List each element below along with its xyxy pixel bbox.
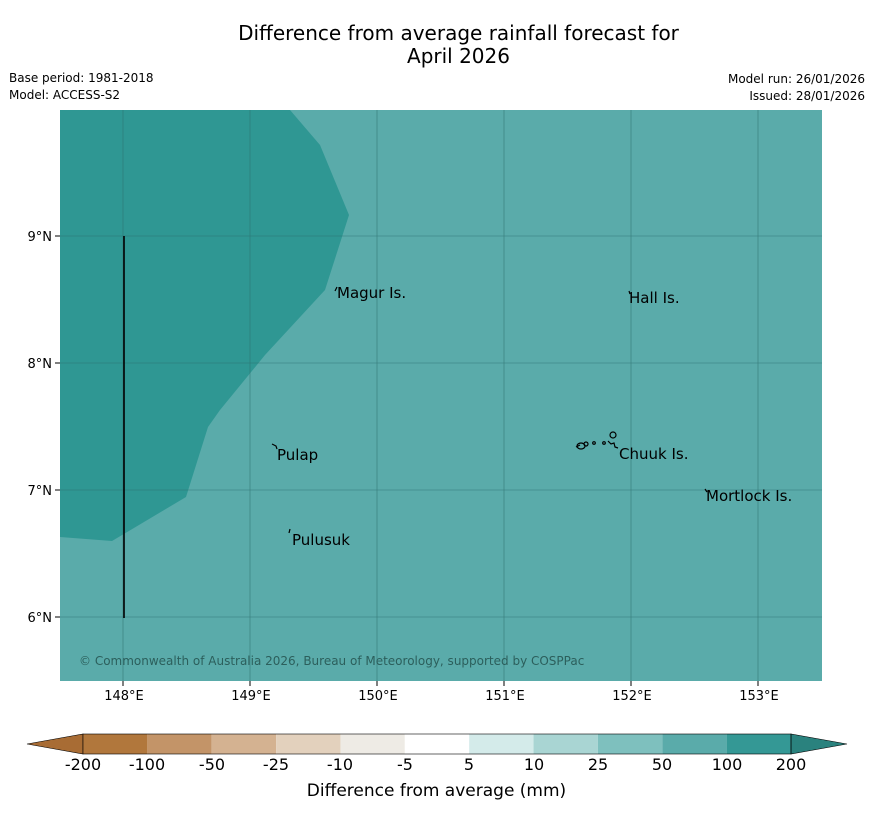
- lat-tick-label: 9°N: [28, 230, 53, 245]
- chart-title: Difference from average rainfall forecas…: [0, 22, 873, 68]
- island-mortlock: [704, 488, 708, 493]
- place-label-pulusuk: Pulusuk: [292, 531, 350, 549]
- issued-date: Issued: 28/01/2026: [749, 89, 865, 103]
- island-outlines: [271, 286, 708, 534]
- colorbar-segment: [340, 734, 405, 754]
- lat-tick-label: 7°N: [28, 484, 53, 499]
- lon-tick-label: 148°E: [104, 689, 144, 704]
- base-period: Base period: 1981-2018: [9, 71, 154, 85]
- lon-tick-label: 149°E: [231, 689, 271, 704]
- lon-tick-label: 153°E: [739, 689, 779, 704]
- colorbar-segment: [147, 734, 212, 754]
- colorbar-segment: [404, 734, 470, 754]
- anomaly-region-high: [60, 110, 349, 541]
- place-label-mortlock: Mortlock Is.: [706, 487, 792, 505]
- colorbar-segment: [276, 734, 341, 754]
- lon-tick-label: 151°E: [485, 689, 525, 704]
- colorbar-title: Difference from average (mm): [306, 781, 567, 801]
- colorbar-label: 50: [651, 755, 673, 774]
- colorbar-segment: [662, 734, 727, 754]
- colorbar-segment: [533, 734, 598, 754]
- lon-tick-label: 152°E: [612, 689, 652, 704]
- lon-tick-label: 150°E: [358, 689, 398, 704]
- model-run: Model run: 26/01/2026: [727, 72, 865, 86]
- colorbar-label: 5: [463, 755, 475, 774]
- grid-lines: [60, 110, 822, 681]
- colorbar-label: 10: [523, 755, 545, 774]
- colorbar-label: -50: [198, 755, 226, 774]
- place-label-hall: Hall Is.: [629, 289, 680, 307]
- colorbar-segment: [726, 734, 791, 754]
- colorbar-label: 100: [711, 755, 743, 774]
- colorbar-label: 25: [587, 755, 609, 774]
- copyright-notice: © Commonwealth of Australia 2026, Bureau…: [79, 654, 585, 668]
- island-hall: [628, 290, 631, 295]
- tick-marks: [55, 235, 759, 686]
- title-line-1: Difference from average rainfall forecas…: [238, 21, 679, 45]
- title-line-2: April 2026: [407, 44, 510, 68]
- model-name: Model: ACCESS-S2: [9, 88, 121, 102]
- colorbar-label: -10: [326, 755, 354, 774]
- colorbar-segment: [469, 734, 534, 754]
- colorbar-label: -100: [128, 755, 166, 774]
- colorbar-segment: [83, 734, 148, 754]
- meta-right: Model run: 26/01/2026 Issued: 28/01/2026: [728, 71, 865, 105]
- colorbar-segment: [211, 734, 277, 754]
- map-figure: 148°E 149°E 150°E 151°E 152°E 153°E 9°N …: [28, 110, 822, 704]
- colorbar-label: -5: [397, 755, 413, 774]
- island-pulusuk: [288, 528, 291, 534]
- colorbar-label: -200: [64, 755, 102, 774]
- island-pulap: [271, 443, 278, 450]
- place-label-magur: Magur Is.: [337, 284, 406, 302]
- colorbar-segments: [26, 733, 848, 755]
- island-magur: [334, 286, 338, 292]
- place-label-pulap: Pulap: [277, 446, 318, 464]
- colorbar-label: 200: [775, 755, 807, 774]
- lat-tick-label: 8°N: [28, 357, 53, 372]
- colorbar-segment: [597, 734, 663, 754]
- place-label-chuuk: Chuuk Is.: [619, 445, 688, 463]
- colorbar-label: -25: [262, 755, 290, 774]
- colorbar-extend-low: [26, 733, 84, 755]
- colorbar-outline: [82, 733, 792, 755]
- meta-left: Base period: 1981-2018 Model: ACCESS-S2: [9, 70, 154, 104]
- island-chuuk: [575, 431, 619, 450]
- lat-tick-label: 6°N: [28, 611, 53, 626]
- colorbar-extend-high: [790, 733, 848, 755]
